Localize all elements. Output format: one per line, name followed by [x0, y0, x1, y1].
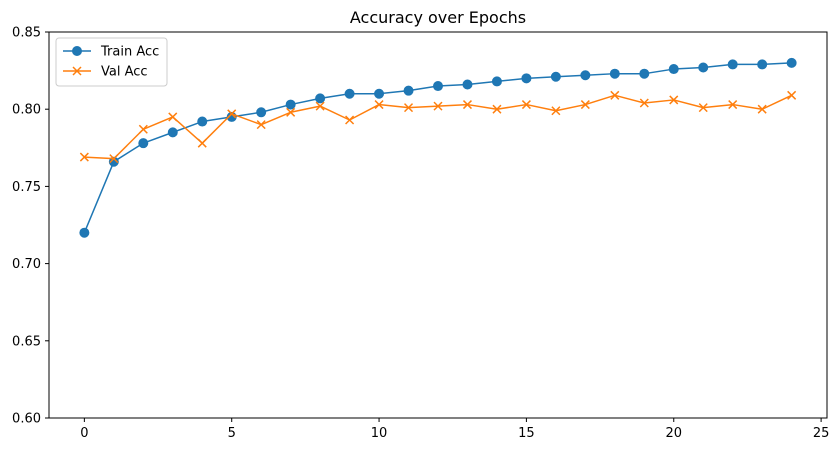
- data-point: [580, 100, 590, 110]
- series-layer: [79, 57, 797, 238]
- y-tick-label: 0.60: [12, 412, 41, 427]
- data-point: [698, 103, 708, 113]
- x-tick-label: 10: [371, 426, 388, 441]
- y-tick-label: 0.70: [12, 257, 41, 272]
- data-point: [108, 156, 119, 167]
- data-point: [138, 124, 148, 134]
- legend-entry: Train Acc: [63, 45, 159, 60]
- data-point: [787, 90, 797, 100]
- data-point: [610, 90, 620, 100]
- y-tick-label: 0.80: [12, 103, 41, 118]
- data-point: [462, 79, 473, 90]
- data-point: [639, 68, 650, 79]
- legend-marker: [72, 66, 82, 76]
- data-point: [786, 57, 797, 68]
- x-tick-label: 25: [813, 426, 830, 441]
- plot-area-frame: [48, 31, 828, 419]
- data-point: [491, 76, 502, 87]
- series-line: [84, 94, 792, 160]
- data-point: [168, 112, 178, 122]
- data-point: [639, 98, 649, 108]
- data-point: [433, 101, 443, 111]
- data-point: [138, 138, 149, 149]
- data-point: [698, 62, 709, 73]
- data-point: [345, 115, 355, 125]
- data-point: [609, 68, 620, 79]
- data-point: [668, 64, 679, 75]
- data-point: [521, 73, 532, 84]
- data-point: [757, 104, 767, 114]
- data-point: [727, 59, 738, 70]
- data-point: [580, 70, 591, 81]
- y-tick-label: 0.85: [12, 26, 41, 41]
- data-point: [227, 109, 237, 119]
- data-point: [109, 154, 119, 164]
- data-point: [315, 93, 326, 104]
- data-point: [197, 138, 207, 148]
- y-tick-label: 0.65: [12, 334, 41, 349]
- legend-marker: [72, 46, 82, 56]
- legend-box: [55, 37, 168, 87]
- data-point: [374, 88, 385, 99]
- legend-label: Train Acc: [100, 45, 159, 60]
- data-point: [197, 116, 208, 127]
- axes: 0 5 10 15 20 25 0.60 0.65 0.70 0.75 0.80 0.85: [12, 26, 829, 442]
- x-tick-label: 0: [80, 426, 88, 441]
- chart-title: Accuracy over Epochs: [350, 8, 526, 27]
- data-point: [79, 227, 90, 238]
- data-point: [403, 85, 414, 96]
- x-tick-label: 15: [518, 426, 535, 441]
- data-point: [285, 99, 296, 110]
- data-point: [374, 100, 384, 110]
- x-tick-label: 5: [228, 426, 236, 441]
- data-point: [256, 120, 266, 130]
- data-point: [286, 107, 296, 117]
- data-point: [551, 106, 561, 116]
- data-point: [433, 81, 443, 92]
- series-val-acc: [79, 90, 797, 164]
- data-point: [79, 152, 89, 162]
- data-point: [521, 100, 531, 110]
- y-tick-label: 0.75: [12, 180, 41, 195]
- data-point: [315, 101, 325, 111]
- legend-label: Val Acc: [101, 65, 148, 80]
- data-point: [256, 107, 267, 118]
- data-point: [403, 103, 414, 113]
- data-point: [757, 59, 768, 70]
- data-point: [728, 100, 738, 110]
- data-point: [167, 127, 178, 138]
- legend-entry: Val Acc: [63, 65, 148, 80]
- data-point: [669, 95, 679, 105]
- data-point: [492, 104, 502, 114]
- series-train-acc: [79, 57, 797, 238]
- legend: Train Acc Val Acc: [55, 37, 168, 87]
- x-tick-label: 20: [665, 426, 682, 441]
- data-point: [550, 71, 561, 82]
- data-point: [462, 100, 473, 110]
- data-point: [344, 88, 355, 99]
